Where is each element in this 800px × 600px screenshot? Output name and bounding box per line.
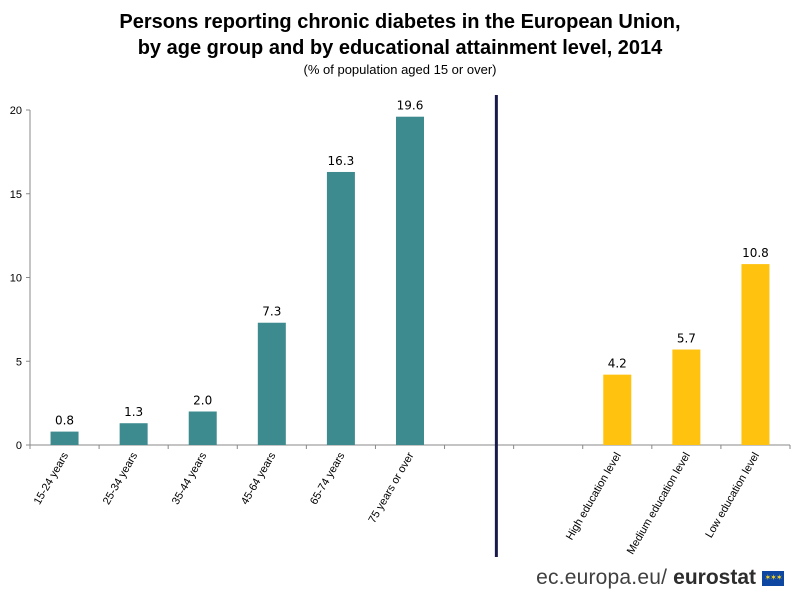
chart-title-line-2: by age group and by educational attainme… <box>137 37 663 59</box>
data-label: 0.8 <box>55 414 74 428</box>
bar <box>326 171 355 445</box>
y-tick-label: 10 <box>10 273 22 285</box>
data-label: 1.3 <box>124 405 143 419</box>
data-label: 16.3 <box>328 154 355 168</box>
bar <box>741 264 770 445</box>
category-label: 15-24 years <box>32 450 72 507</box>
category-label: 75 years or over <box>366 450 416 525</box>
chart-title-line-1: Persons reporting chronic diabetes in th… <box>119 11 681 33</box>
y-tick-label: 15 <box>10 189 22 201</box>
bar <box>672 349 701 445</box>
bar <box>119 423 148 445</box>
bar <box>257 322 286 445</box>
category-label: 35-44 years <box>170 450 210 507</box>
bar <box>603 374 632 445</box>
y-tick-label: 0 <box>16 440 22 452</box>
bar <box>50 431 79 445</box>
chart-subtitle: (% of population aged 15 or over) <box>303 62 497 77</box>
data-label: 19.6 <box>397 99 424 113</box>
footer-brand-text: eurostat <box>673 566 756 589</box>
y-tick-label: 5 <box>16 356 22 368</box>
data-label: 4.2 <box>608 357 627 371</box>
data-label: 2.0 <box>193 394 212 408</box>
category-label: Medium education level <box>625 451 693 557</box>
bar <box>188 411 217 445</box>
footer-site-text: ec.europa.eu/ <box>536 566 668 589</box>
data-label: 5.7 <box>677 332 696 346</box>
category-label: High education level <box>564 451 624 543</box>
y-tick-label: 20 <box>10 105 22 117</box>
category-label: 45-64 years <box>239 450 279 507</box>
eurostat-footer: ec.europa.eu/eurostat ✶✶✶ <box>536 566 784 590</box>
category-label: 25-34 years <box>101 450 141 507</box>
data-label: 7.3 <box>262 305 281 319</box>
eu-flag-icon: ✶✶✶ <box>762 570 784 586</box>
bar <box>396 116 424 445</box>
category-label: 65-74 years <box>308 450 348 507</box>
data-label: 10.8 <box>742 246 769 260</box>
category-label: Low education level <box>703 451 762 541</box>
